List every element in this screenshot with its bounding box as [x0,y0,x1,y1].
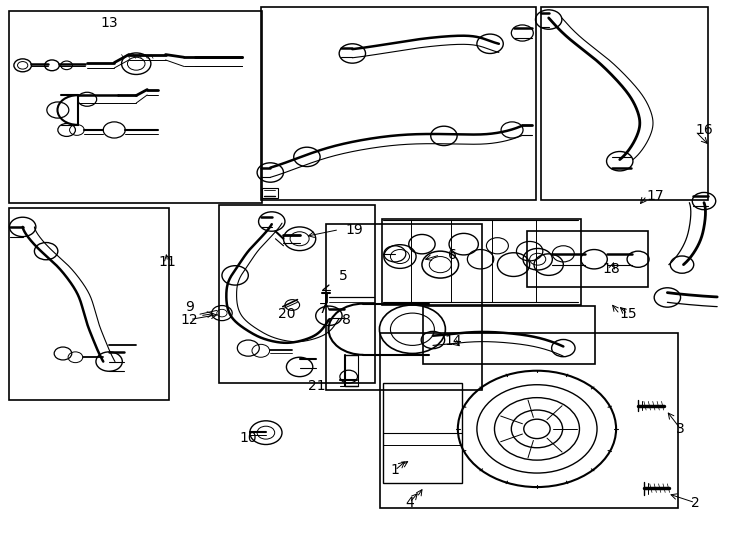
Text: 9: 9 [185,300,195,314]
Text: 15: 15 [619,307,636,321]
Text: 2: 2 [691,496,700,510]
Text: 20: 20 [277,307,295,321]
Text: 17: 17 [646,188,664,202]
Bar [10,207,170,400]
Text: 7: 7 [319,302,327,316]
Bar [382,219,581,305]
Text: 4: 4 [405,496,414,510]
Text: 11: 11 [159,255,177,269]
Text: 13: 13 [101,16,118,30]
Bar [219,205,375,383]
Bar [380,333,677,508]
Text: 3: 3 [676,422,685,436]
Text: 5: 5 [339,269,348,284]
Text: 14: 14 [445,334,462,348]
Text: 21: 21 [308,379,326,393]
Bar [424,306,595,364]
Bar [541,7,708,200]
Text: 10: 10 [239,431,257,445]
Text: 1: 1 [390,463,399,477]
Bar [261,188,277,198]
Bar [326,224,482,389]
Text: 19: 19 [345,222,363,237]
Text: 6: 6 [448,248,457,262]
Circle shape [524,419,550,438]
Text: 8: 8 [342,313,351,327]
Text: 16: 16 [695,123,713,137]
Text: 18: 18 [603,262,620,276]
Bar [10,11,262,202]
Bar [383,383,462,483]
Bar [261,7,536,200]
Bar [527,231,647,287]
Text: 12: 12 [181,313,198,327]
Circle shape [18,62,28,69]
